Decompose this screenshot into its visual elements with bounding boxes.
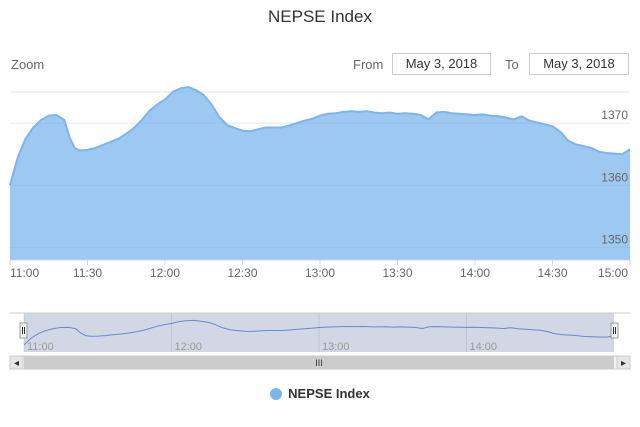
legend-marker-icon [270, 388, 283, 400]
x-tick-label: 11:30 [73, 266, 102, 280]
right-arrow-icon: ▸ [621, 358, 626, 369]
from-date-input[interactable]: May 3, 2018 [392, 53, 491, 75]
legend-label: NEPSE Index [288, 386, 370, 401]
navigator-handle-left[interactable] [19, 322, 28, 339]
zoom-label: Zoom [11, 57, 45, 72]
to-label: To [505, 57, 519, 72]
navigator-tick-label: 13:00 [322, 341, 350, 353]
navigator-mask[interactable] [24, 313, 614, 352]
x-tick-label: 15:00 [598, 266, 628, 280]
chart-title: NEPSE Index [268, 7, 372, 26]
y-axis: 1350 1360 1370 [601, 108, 628, 246]
scrollbar-thumb[interactable] [24, 356, 614, 369]
x-tick-label: 13:00 [305, 266, 335, 280]
x-tick-label: 13:30 [382, 266, 412, 280]
x-tick-label: 11:00 [10, 266, 39, 280]
navigator-handle-right[interactable] [610, 322, 619, 339]
x-tick-label: 12:30 [227, 266, 257, 280]
navigator-background [10, 313, 630, 352]
from-label: From [353, 57, 384, 72]
legend[interactable]: NEPSE Index [0, 386, 640, 401]
navigator-tick-label: 14:00 [470, 341, 498, 353]
scrollbar-grip: III [315, 358, 323, 368]
to-date-input[interactable]: May 3, 2018 [529, 53, 629, 75]
nepse-line [9, 85, 631, 186]
navigator-tick-label: 11:00 [27, 341, 54, 353]
x-tick-label: 14:30 [537, 266, 567, 280]
x-axis: 11:00 11:30 12:00 12:30 13:00 13:30 14:00 14:30… [9, 260, 631, 280]
x-tick-label: 14:00 [460, 266, 490, 280]
y-tick-label: 1350 [601, 233, 628, 247]
navigator-axis: 11:00 12:00 13:00 14:00 [27, 341, 497, 353]
navigator-tick-label: 12:00 [175, 341, 203, 353]
y-tick-label: 1360 [601, 170, 628, 184]
nepse-area [10, 87, 630, 260]
scrollbar-left-button[interactable] [9, 355, 24, 370]
y-tick-label: 1370 [601, 108, 628, 122]
x-tick-label: 12:00 [150, 266, 180, 280]
left-arrow-icon: ◂ [14, 358, 19, 369]
scrollbar-right-button[interactable] [616, 355, 631, 370]
navigator-series [23, 319, 615, 346]
